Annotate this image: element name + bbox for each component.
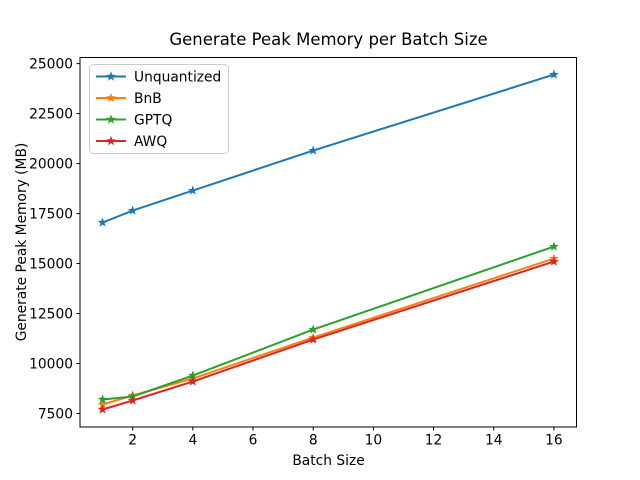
data-point-marker-unquantized <box>548 69 559 79</box>
legend: Unquantized BnB GPTQ AWQ <box>89 64 229 154</box>
y-tick-label: 17500 <box>29 206 73 222</box>
y-axis-label: Generate Peak Memory (MB) <box>14 142 30 342</box>
x-tick-label: 2 <box>128 433 137 449</box>
data-point-marker-gptq <box>187 370 198 380</box>
legend-entry-gptq: GPTQ <box>96 113 172 129</box>
legend-marker-star-icon <box>106 135 116 146</box>
series-line-awq <box>102 260 555 411</box>
data-point-marker-awq <box>127 395 138 405</box>
y-axis: 7500 10000 12500 15000 17500 20000 22500 25000 <box>29 56 80 422</box>
legend-marker-star-icon <box>106 92 116 103</box>
data-point-marker-unquantized <box>308 145 319 155</box>
y-tick-label: 7500 <box>38 406 73 422</box>
data-point-marker-unquantized <box>97 217 108 227</box>
y-tick-label: 12500 <box>29 306 73 322</box>
data-point-marker-gptq <box>548 241 559 251</box>
data-point-marker-awq <box>308 334 319 344</box>
data-point-marker-unquantized <box>187 185 198 195</box>
x-tick-label: 10 <box>365 433 383 449</box>
y-tick-label: 22500 <box>29 106 73 122</box>
legend-marker-star-icon <box>106 71 116 81</box>
x-tick-label: 12 <box>425 433 443 449</box>
data-point-marker-gptq <box>97 394 108 404</box>
legend-label: AWQ <box>134 134 167 150</box>
legend-label: GPTQ <box>134 113 172 129</box>
x-axis-label: Batch Size <box>292 453 365 469</box>
series-gptq <box>97 241 559 404</box>
plot-spines <box>79 57 577 428</box>
legend-box <box>89 64 229 154</box>
data-point-marker-unquantized <box>127 205 138 215</box>
data-point-marker-awq <box>97 404 108 414</box>
y-tick-label: 25000 <box>29 56 73 72</box>
x-tick-label: 4 <box>188 433 197 449</box>
chart-title: Generate Peak Memory per Batch Size <box>169 30 488 49</box>
y-tick-label: 10000 <box>29 356 73 372</box>
legend-entry-bnb: BnB <box>96 91 162 107</box>
series-awq <box>97 256 559 414</box>
legend-label: BnB <box>134 91 162 107</box>
series-unquantized <box>97 69 559 227</box>
x-tick-label: 14 <box>485 433 503 449</box>
legend-entry-awq: AWQ <box>96 134 167 150</box>
series-line-gptq <box>102 245 555 401</box>
x-tick-label: 16 <box>545 433 563 449</box>
legend-label: Unquantized <box>134 70 221 86</box>
data-point-marker-gptq <box>308 324 319 334</box>
x-tick-label: 8 <box>309 433 318 449</box>
y-tick-label: 15000 <box>29 256 73 272</box>
legend-marker-star-icon <box>106 114 116 124</box>
data-point-marker-awq <box>187 376 198 386</box>
x-tick-label: 6 <box>249 433 258 449</box>
data-point-marker-bnb <box>97 399 108 409</box>
x-axis: 2 4 6 8 10 12 14 16 <box>128 427 563 449</box>
legend-entry-unquantized: Unquantized <box>96 70 221 86</box>
y-tick-label: 20000 <box>29 156 73 172</box>
data-point-marker-awq <box>548 256 559 266</box>
